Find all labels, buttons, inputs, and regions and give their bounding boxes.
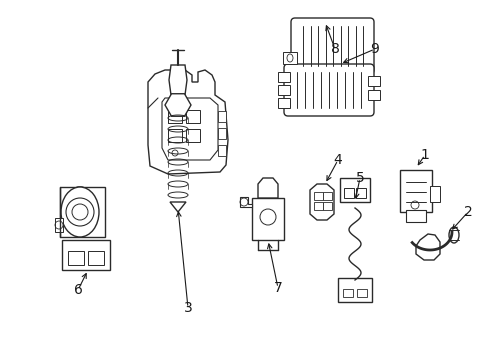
FancyBboxPatch shape xyxy=(290,18,373,74)
Bar xyxy=(313,192,323,200)
Bar xyxy=(60,187,105,237)
Bar xyxy=(343,188,353,198)
Bar xyxy=(342,289,352,297)
Polygon shape xyxy=(240,197,251,207)
Text: 8: 8 xyxy=(330,42,339,56)
Bar xyxy=(356,289,366,297)
Bar xyxy=(278,72,289,82)
Text: 9: 9 xyxy=(370,42,379,56)
Text: 3: 3 xyxy=(183,301,192,315)
Bar xyxy=(185,110,200,123)
Text: 7: 7 xyxy=(273,281,282,295)
Bar xyxy=(278,98,289,108)
Text: 1: 1 xyxy=(420,148,428,162)
Bar xyxy=(168,129,182,142)
Bar xyxy=(405,210,425,222)
Polygon shape xyxy=(170,202,185,212)
Polygon shape xyxy=(148,70,227,174)
Bar xyxy=(367,90,379,100)
Text: 4: 4 xyxy=(333,153,342,167)
Polygon shape xyxy=(309,184,333,220)
Polygon shape xyxy=(258,178,278,198)
Bar xyxy=(355,188,365,198)
Bar xyxy=(168,110,182,123)
Ellipse shape xyxy=(448,227,458,243)
Bar xyxy=(278,85,289,95)
Text: 6: 6 xyxy=(73,283,82,297)
Ellipse shape xyxy=(61,187,99,237)
Bar xyxy=(339,178,369,202)
Text: 5: 5 xyxy=(355,171,364,185)
Bar xyxy=(55,218,63,232)
Bar xyxy=(251,198,284,240)
Bar xyxy=(429,186,439,202)
Ellipse shape xyxy=(61,187,99,237)
Polygon shape xyxy=(415,234,439,260)
Bar xyxy=(337,278,371,302)
Bar xyxy=(323,192,331,200)
Bar xyxy=(185,129,200,142)
Bar xyxy=(62,240,110,270)
Text: 2: 2 xyxy=(463,205,471,219)
Bar xyxy=(218,145,225,156)
Bar xyxy=(218,128,225,139)
Bar xyxy=(367,76,379,86)
Bar xyxy=(218,111,225,122)
Bar xyxy=(399,170,431,212)
Bar xyxy=(283,52,296,64)
Bar xyxy=(68,251,84,265)
Bar xyxy=(323,202,331,210)
Bar xyxy=(313,202,323,210)
Polygon shape xyxy=(162,98,218,160)
FancyBboxPatch shape xyxy=(284,64,373,116)
Bar xyxy=(88,251,104,265)
Polygon shape xyxy=(169,65,186,95)
